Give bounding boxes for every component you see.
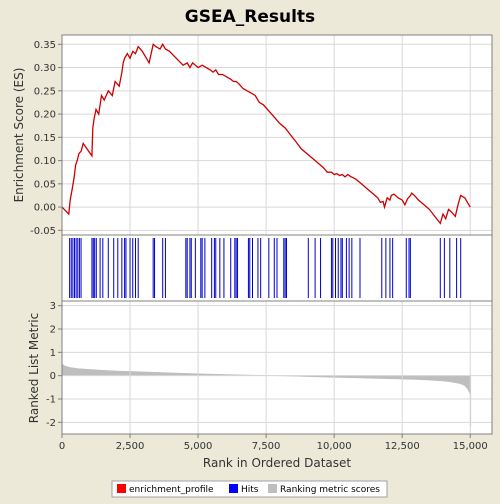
metric-y-tick-label: -1 [46, 395, 56, 406]
metric-axis-label: Ranked List Metric [27, 313, 41, 423]
hit-markers [69, 238, 462, 298]
legend-swatch-metric [268, 484, 277, 493]
legend-box [111, 480, 388, 498]
x-tick-label: 15,000 [453, 441, 488, 452]
enrichment-profile-line [61, 42, 471, 225]
legend-label-metric: Ranking metric scores [280, 485, 380, 495]
metric-y-tick-label: 2 [50, 325, 56, 336]
enrichment-profile [61, 42, 471, 225]
ranked-metric-area [61, 363, 472, 428]
legend-swatch-profile [117, 484, 126, 493]
es-axis-label: Enrichment Score (ES) [12, 68, 26, 203]
x-tick-label: 7,500 [252, 441, 281, 452]
x-tick-label: 0 [59, 441, 65, 452]
x-tick-label: 5,000 [184, 441, 213, 452]
es-y-tick-label: 0.10 [34, 156, 56, 167]
x-tick-label: 2,500 [116, 441, 145, 452]
es-y-tick-label: 0.30 [34, 63, 56, 74]
metric-y-tick-label: 0 [50, 371, 56, 382]
metric-panel [62, 301, 492, 434]
legend-swatch-hits [229, 484, 238, 493]
x-tick-label: 12,500 [385, 441, 420, 452]
ranked-metric-fill [61, 363, 472, 428]
es-y-tick-label: 0.05 [34, 179, 56, 190]
es-y-tick-label: -0.05 [30, 226, 56, 237]
metric-y-tick-label: 3 [50, 301, 56, 312]
es-y-tick-label: 0.20 [34, 110, 56, 121]
metric-frame [61, 300, 493, 435]
legend-label-profile: enrichment_profile [129, 485, 214, 495]
legend-label-hits: Hits [241, 485, 259, 495]
metric-y-tick-label: 1 [50, 348, 56, 359]
chart-title: GSEA_Results [185, 7, 315, 27]
es-y-tick-label: 0.25 [34, 86, 56, 97]
axes: -0.05 0.00 0.05 0.10 0.15 0.20 0.25 0.30 0.35 -2 -… [30, 40, 488, 452]
es-y-tick-label: 0.15 [34, 133, 56, 144]
es-y-tick-label: 0.00 [34, 203, 56, 214]
es-panel [62, 35, 492, 235]
x-axis-label: Rank in Ordered Dataset [203, 456, 351, 470]
metric-y-tick-label: -2 [46, 418, 56, 429]
legend: enrichment_profile Hits Ranking metric s… [111, 480, 388, 498]
es-y-tick-label: 0.35 [34, 40, 56, 51]
x-tick-label: 10,000 [317, 441, 352, 452]
